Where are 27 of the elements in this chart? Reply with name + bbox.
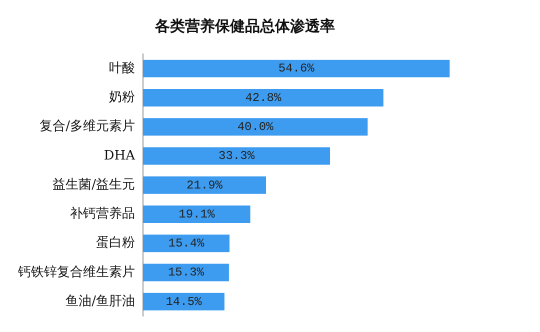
y-tick-label: 鱼油/鱼肝油 (66, 294, 135, 310)
data-label: 54.6% (278, 62, 316, 76)
bar (143, 118, 368, 136)
bar (143, 60, 450, 78)
data-label: 19.1% (178, 207, 216, 222)
data-label: 42.8% (245, 90, 282, 105)
bar (143, 147, 330, 165)
y-tick-label: 叶酸 (109, 60, 135, 76)
data-label: 15.4% (168, 236, 206, 251)
y-tick-label: DHA (104, 148, 136, 164)
y-tick-label: 奶粉 (109, 90, 135, 106)
bar (143, 205, 250, 223)
bar (143, 292, 224, 310)
chart-title: 各类营养保健品总体渗透率 (154, 16, 335, 35)
data-label: 33.3% (218, 149, 256, 164)
bar (143, 234, 230, 252)
y-tick-label: 蛋白粉 (96, 236, 135, 251)
data-label: 14.5% (166, 294, 203, 309)
y-tick-label: 益生菌/益生元 (52, 177, 135, 192)
data-label: 21.9% (186, 178, 224, 192)
data-label: 15.3% (168, 266, 205, 280)
data-label: 40.0% (237, 120, 274, 134)
y-tick-label: 复合/多维元素片 (40, 119, 135, 134)
y-tick-label: 补钙营养品 (70, 206, 135, 222)
bar (143, 176, 266, 194)
y-tick-label: 钙铁锌复合维生素片 (17, 264, 135, 280)
bar (143, 88, 384, 106)
